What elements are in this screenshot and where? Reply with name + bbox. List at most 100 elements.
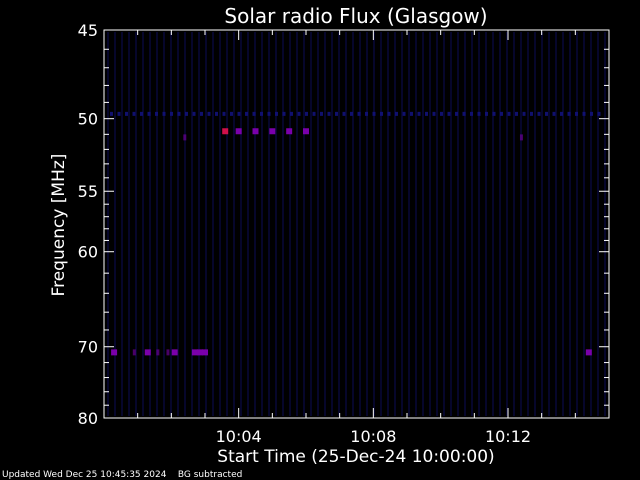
noise-column — [128, 32, 130, 416]
emission-point — [303, 128, 309, 135]
emission-point — [222, 128, 229, 135]
noise-column — [338, 32, 340, 416]
background-band-dot — [237, 111, 241, 116]
background-band-dot — [455, 111, 458, 116]
noise-column — [555, 32, 557, 416]
background-band-dot — [200, 111, 203, 116]
background-band-dot — [432, 111, 436, 116]
noise-column — [422, 32, 424, 416]
background-band-dot — [117, 111, 121, 116]
footer: Updated Wed Dec 25 10:45:35 2024 BG subt… — [2, 470, 242, 480]
noise-column — [443, 32, 445, 416]
noise-column — [541, 32, 543, 416]
background-band-dot — [110, 111, 113, 116]
emission-point — [196, 349, 203, 356]
background-band-dot — [380, 111, 383, 116]
background-band-dot — [357, 111, 361, 116]
background-band-dot — [507, 111, 511, 116]
background-band-dot — [395, 111, 398, 116]
noise-column — [142, 32, 144, 416]
noise-column — [191, 32, 193, 416]
emission-point — [156, 349, 160, 356]
noise-column — [233, 32, 235, 416]
emission-point — [269, 128, 276, 135]
noise-column — [121, 32, 123, 416]
background-band-dot — [290, 111, 293, 116]
noise-column — [590, 32, 592, 416]
noise-column — [506, 32, 508, 416]
x-axis-label: Start Time (25-Dec-24 10:00:00) — [217, 447, 494, 467]
y-tick-label: 55 — [78, 182, 98, 201]
noise-column — [576, 32, 578, 416]
noise-column — [562, 32, 564, 416]
background-band-dot — [335, 111, 338, 116]
plot-frame — [103, 29, 610, 419]
noise-column — [345, 32, 347, 416]
emission-point — [286, 128, 293, 135]
noise-column — [226, 32, 228, 416]
noise-column — [492, 32, 494, 416]
noise-column — [471, 32, 473, 416]
background-band-dot — [222, 111, 226, 116]
background-band-dot — [447, 111, 451, 116]
noise-column — [499, 32, 501, 416]
background-band-dot — [192, 111, 196, 116]
background-band-dot — [545, 111, 548, 116]
background-band-dot — [185, 111, 188, 116]
noise-column — [520, 32, 522, 416]
noise-column — [450, 32, 452, 416]
noise-column — [401, 32, 403, 416]
noise-column — [331, 32, 333, 416]
x-tick-label: 10:08 — [350, 427, 396, 446]
noise-column — [513, 32, 515, 416]
noise-column — [198, 32, 200, 416]
noise-column — [114, 32, 116, 416]
noise-column — [359, 32, 361, 416]
noise-column — [303, 32, 305, 416]
background-band-dot — [125, 111, 128, 116]
emission-point — [202, 349, 208, 356]
noise-column — [408, 32, 410, 416]
emission-point — [166, 349, 170, 356]
background-band-dot — [530, 111, 533, 116]
x-tick-label: 10:12 — [485, 427, 531, 446]
noise-column — [457, 32, 459, 416]
background-band-dot — [230, 111, 233, 116]
noise-column — [583, 32, 585, 416]
noise-column — [429, 32, 431, 416]
y-axis-label: Frequency [MHz] — [49, 154, 69, 297]
noise-column — [548, 32, 550, 416]
noise-column — [317, 32, 319, 416]
background-band-dot — [575, 111, 578, 116]
background-band-dot — [207, 111, 211, 116]
updated-timestamp: Updated Wed Dec 25 10:45:35 2024 — [2, 470, 167, 480]
noise-column — [212, 32, 214, 416]
background-band-dot — [470, 111, 473, 116]
background-band-dot — [260, 111, 263, 116]
noise-column — [324, 32, 326, 416]
noise-column — [156, 32, 158, 416]
background-band-dot — [320, 111, 323, 116]
noise-column — [352, 32, 354, 416]
y-tick-label: 50 — [78, 110, 98, 129]
background-band-dot — [537, 111, 541, 116]
emission-point — [519, 134, 523, 141]
bg-subtracted-note: BG subtracted — [177, 470, 243, 480]
background-band-dot — [567, 111, 571, 116]
emission-point — [111, 349, 118, 356]
noise-column — [478, 32, 480, 416]
background-band-dot — [372, 111, 376, 116]
noise-column — [415, 32, 417, 416]
x-tick-label: 10:04 — [216, 427, 262, 446]
emission-point — [171, 349, 178, 356]
emission-point — [144, 349, 151, 356]
chart-title: Solar radio Flux (Glasgow) — [224, 4, 487, 28]
background-band-dot — [417, 111, 421, 116]
y-tick-label: 60 — [78, 243, 98, 262]
noise-column — [205, 32, 207, 416]
noise-column — [240, 32, 242, 416]
background-band-dot — [282, 111, 286, 116]
background-band-dot — [462, 111, 466, 116]
emission-point — [235, 128, 242, 135]
emission-point — [191, 349, 198, 356]
